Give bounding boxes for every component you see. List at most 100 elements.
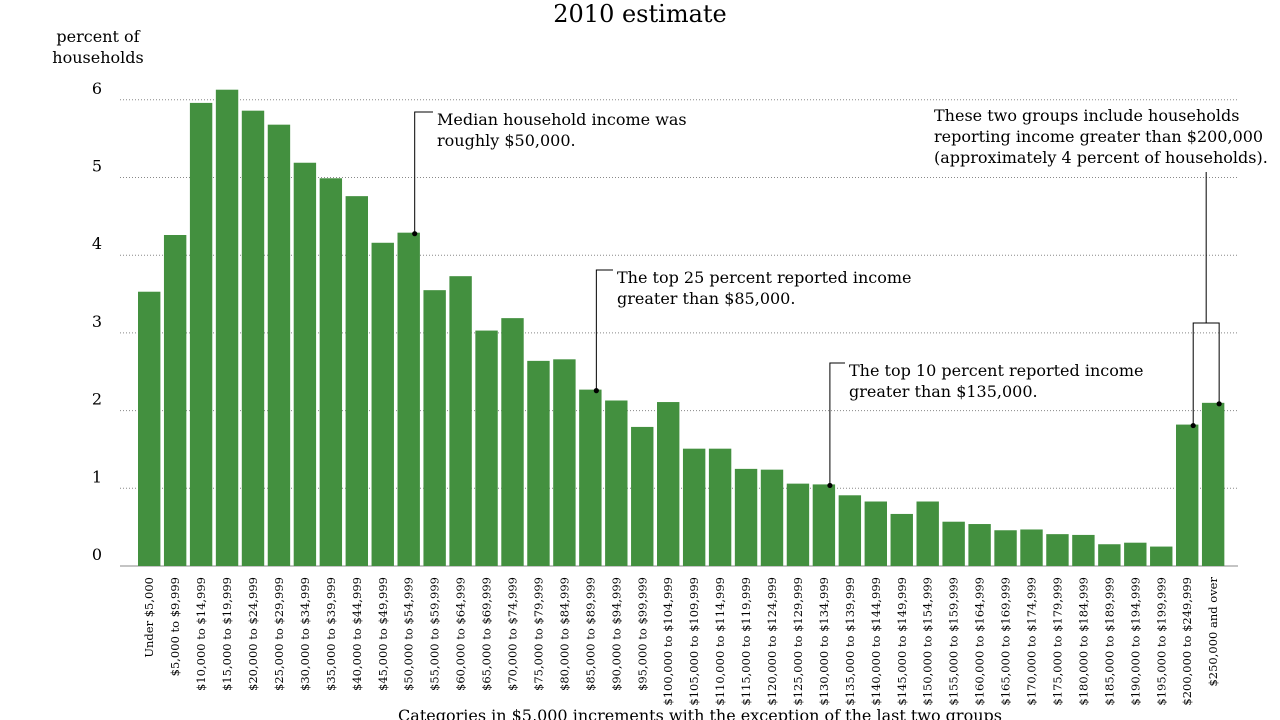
bar <box>241 110 265 566</box>
x-tick-label: $120,000 to $124,999 <box>765 577 779 706</box>
x-tick-label: $95,000 to $99,999 <box>635 577 649 691</box>
bar <box>786 483 810 566</box>
annotation-marker <box>1216 401 1222 407</box>
bar <box>553 359 576 566</box>
annotation-median: Median household income was <box>437 110 687 129</box>
bar <box>968 524 991 566</box>
x-tick-label: $110,000 to $114,999 <box>713 577 727 706</box>
x-tick-label: Under $5,000 <box>142 577 156 658</box>
bar <box>163 234 187 567</box>
bar <box>1124 542 1147 566</box>
x-tick-label: $50,000 to $54,999 <box>402 577 416 691</box>
annotation-marker <box>593 388 599 394</box>
bar <box>994 530 1017 566</box>
x-tick-label: $145,000 to $149,999 <box>895 577 909 706</box>
x-tick-label: $105,000 to $109,999 <box>687 577 701 706</box>
y-tick-label: 1 <box>92 467 102 486</box>
bar <box>1176 424 1199 566</box>
bar <box>501 318 524 566</box>
x-tick-label: $15,000 to $19,999 <box>220 577 234 691</box>
bar <box>812 484 836 566</box>
bar <box>1098 544 1121 566</box>
x-tick-label: $185,000 to $189,999 <box>1102 577 1116 706</box>
bar <box>267 124 291 566</box>
x-tick-label: $135,000 to $139,999 <box>843 577 857 706</box>
x-tick-label: $10,000 to $14,999 <box>194 577 208 691</box>
bar <box>1150 546 1173 566</box>
bar <box>319 178 343 567</box>
annotation-marker <box>412 231 418 237</box>
bar <box>1201 402 1225 566</box>
bar <box>371 242 394 566</box>
y-axis-label-line-2: households <box>52 48 143 67</box>
x-tick-label: $180,000 to $184,999 <box>1076 577 1090 706</box>
x-axis-ticks: Under $5,000 $5,000 to $9,999 $10,000 to $… <box>142 576 1220 705</box>
annotation-top-25: greater than $85,000. <box>617 289 795 308</box>
annotation-median: roughly $50,000. <box>437 131 576 150</box>
bar <box>942 521 965 566</box>
x-tick-label: $65,000 to $69,999 <box>480 577 494 691</box>
bar <box>189 102 213 567</box>
x-tick-label: $20,000 to $24,999 <box>246 577 260 691</box>
x-tick-label: $160,000 to $164,999 <box>973 577 987 706</box>
bars <box>138 89 1225 567</box>
x-tick-label: $45,000 to $49,999 <box>376 577 390 691</box>
x-tick-label: $5,000 to $9,999 <box>168 577 182 676</box>
x-tick-label: $115,000 to $119,999 <box>739 577 753 706</box>
bar <box>345 196 368 566</box>
x-tick-label: $70,000 to $74,999 <box>506 577 520 691</box>
annotation-top-10: greater than $135,000. <box>849 382 1038 401</box>
x-tick-label: $130,000 to $134,999 <box>817 577 831 706</box>
x-tick-label: $100,000 to $104,999 <box>661 577 675 706</box>
y-tick-label: 6 <box>92 79 102 98</box>
bar <box>293 162 317 566</box>
x-tick-label: $200,000 to $249,999 <box>1180 577 1194 706</box>
x-tick-label: $35,000 to $39,999 <box>324 577 338 691</box>
bar <box>1020 529 1043 566</box>
annotation-top-groups: (approximately 4 percent of households). <box>934 148 1268 167</box>
x-tick-label: $90,000 to $94,999 <box>609 577 623 691</box>
y-tick-label: 3 <box>92 312 102 331</box>
x-tick-label: $155,000 to $159,999 <box>947 577 961 706</box>
bar <box>708 448 732 566</box>
x-tick-label: $175,000 to $179,999 <box>1050 577 1064 706</box>
x-tick-label: $170,000 to $174,999 <box>1025 577 1039 706</box>
bar <box>579 389 602 566</box>
bar <box>1072 534 1095 566</box>
bar <box>1046 534 1069 566</box>
bar <box>760 469 784 566</box>
bar <box>916 501 939 566</box>
chart-title: 2010 estimate <box>553 0 726 28</box>
annotation-leader <box>414 111 433 234</box>
x-tick-label: $85,000 to $89,999 <box>583 577 597 691</box>
x-tick-label: $150,000 to $154,999 <box>921 577 935 706</box>
bar <box>605 400 628 566</box>
x-tick-label: $165,000 to $169,999 <box>999 577 1013 706</box>
bar <box>890 513 913 566</box>
bar <box>682 448 706 566</box>
bar <box>449 276 472 566</box>
annotation-marker <box>1190 422 1196 429</box>
bar <box>734 468 758 566</box>
bar <box>215 89 239 566</box>
annotation-top-10: The top 10 percent reported income <box>849 361 1144 380</box>
annotation-leader <box>829 362 845 486</box>
x-axis-label: Categories in $5,000 increments with the… <box>398 706 1002 720</box>
bar <box>864 501 887 566</box>
x-tick-label: $75,000 to $79,999 <box>531 577 545 691</box>
bar <box>631 426 654 566</box>
annotations: Median household income was roughly $50,0… <box>412 106 1268 489</box>
x-tick-label: $125,000 to $129,999 <box>791 577 805 706</box>
x-tick-label: $190,000 to $194,999 <box>1128 577 1142 706</box>
x-tick-label: $80,000 to $84,999 <box>557 577 571 691</box>
annotation-marker <box>827 482 833 489</box>
y-tick-label: 0 <box>92 545 102 564</box>
x-tick-label: $40,000 to $44,999 <box>350 577 364 691</box>
y-axis-ticks: 0 1 2 3 4 5 6 <box>92 79 102 564</box>
x-tick-label: $25,000 to $29,999 <box>272 577 286 691</box>
x-tick-label: $30,000 to $34,999 <box>298 577 312 691</box>
bar <box>527 360 550 566</box>
x-tick-label: $195,000 to $199,999 <box>1154 577 1168 706</box>
annotation-leader <box>595 269 613 391</box>
